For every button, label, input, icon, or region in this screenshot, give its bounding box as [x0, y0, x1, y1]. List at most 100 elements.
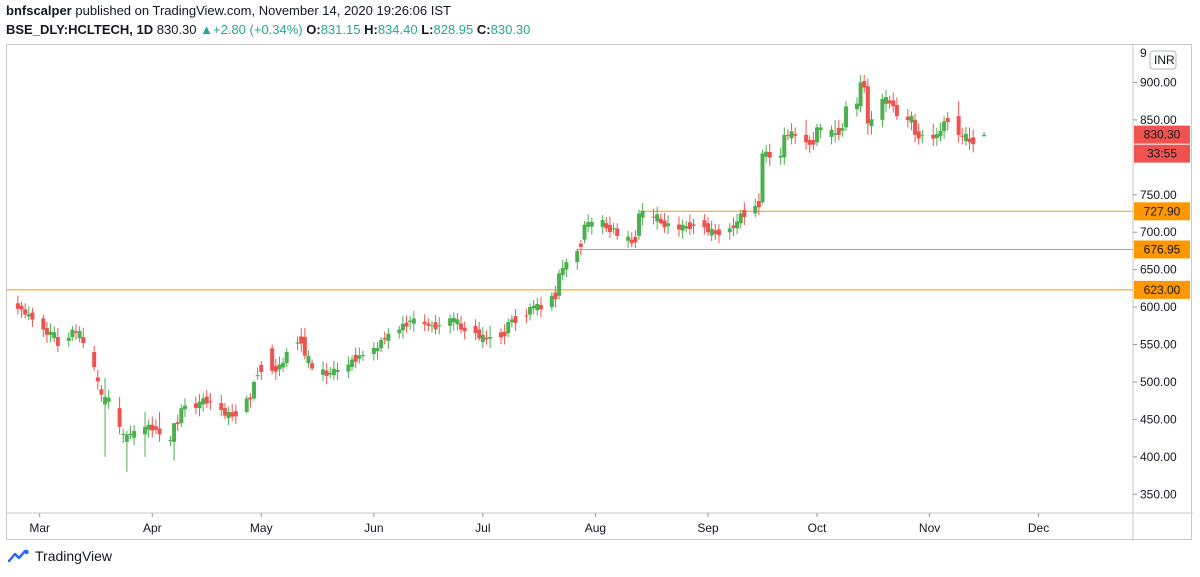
candle-body	[680, 224, 685, 231]
candle-body	[117, 408, 122, 427]
x-tick-label: Aug	[585, 521, 606, 535]
candle-body	[204, 396, 209, 404]
candle-body	[931, 134, 936, 139]
candle-body	[346, 364, 351, 372]
candle-body	[586, 222, 591, 227]
candle-body	[884, 97, 889, 104]
candle-body	[956, 116, 961, 135]
low-value: 828.95	[433, 22, 474, 37]
candle-body	[462, 327, 467, 332]
candle-body	[564, 262, 569, 270]
chart-frame[interactable]: 900.00 850.00 750.00 700.00 650.00 600.00 550.…	[6, 44, 1193, 541]
candle-body	[633, 236, 638, 243]
candle-body	[172, 423, 177, 442]
y-tick-label: 350.00	[1140, 487, 1177, 501]
candle-body	[281, 362, 286, 368]
candle-body	[379, 340, 384, 349]
candle-body	[437, 325, 442, 327]
candle-body	[335, 369, 340, 373]
currency-label: INR	[1154, 53, 1175, 67]
candlestick-chart[interactable]: 900.00 850.00 750.00 700.00 650.00 600.00 550.…	[7, 45, 1193, 541]
candle-body	[353, 354, 358, 362]
candle-body	[52, 332, 57, 339]
candle-body	[553, 292, 558, 300]
candle-body	[459, 323, 464, 330]
candle-body	[814, 127, 819, 143]
candle-body	[604, 223, 609, 229]
candle-body	[233, 411, 238, 417]
x-tick-label: Jul	[475, 521, 490, 535]
candle-body	[840, 128, 845, 131]
candle-body	[785, 134, 790, 136]
candle-body	[473, 325, 478, 334]
candle-body	[887, 100, 892, 104]
candle-body	[582, 224, 587, 240]
candle-body	[201, 398, 206, 405]
candle-body	[767, 151, 772, 158]
candle-body	[433, 322, 438, 330]
candle-body	[219, 403, 224, 411]
candle-body	[702, 220, 707, 228]
candle-body	[360, 355, 365, 357]
candle-body	[706, 223, 711, 233]
candle-body	[727, 228, 732, 233]
candle-body	[662, 220, 667, 228]
open-label: O:	[306, 22, 321, 37]
open-value: 831.15	[320, 22, 361, 37]
symbol-info-bar: BSE_DLY:HCLTECH, 1D 830.30 ▲+2.80 (+0.34…	[6, 22, 530, 37]
candle-body	[687, 222, 692, 230]
candle-body	[121, 434, 126, 436]
candle-body	[502, 331, 507, 337]
candle-body	[818, 127, 823, 131]
currency-badge	[1149, 50, 1177, 70]
y-tick-label: 600.00	[1140, 300, 1177, 314]
candle-body	[153, 426, 158, 430]
candle-body	[600, 220, 605, 227]
low-label: L:	[421, 22, 434, 37]
candle-body	[284, 352, 289, 364]
candle-body	[942, 121, 947, 132]
candle-body	[934, 134, 939, 139]
candle-body	[484, 337, 489, 340]
candle-body	[938, 130, 943, 137]
y-tick-label: 450.00	[1140, 412, 1177, 426]
candle-body	[963, 133, 968, 141]
level-price-tag	[1134, 280, 1190, 299]
candle-body	[658, 218, 663, 224]
candle-body	[99, 389, 104, 395]
candle-body	[804, 134, 809, 143]
candle-body	[945, 118, 950, 123]
candle-body	[273, 365, 278, 372]
candle-body	[302, 337, 307, 356]
high-value: 834.40	[377, 22, 418, 37]
candle-body	[836, 127, 841, 135]
candle-body	[400, 323, 405, 331]
candle-body	[222, 408, 227, 416]
candle-body	[506, 322, 511, 334]
x-tick-label: Apr	[143, 521, 162, 535]
candle-body	[179, 408, 184, 424]
candle-body	[833, 133, 838, 135]
candle-body	[829, 129, 834, 137]
x-tick-label: Oct	[808, 521, 827, 535]
candle-body	[778, 155, 783, 158]
publish-info: bnfscalper published on TradingView.com,…	[6, 3, 451, 18]
candle-body	[735, 221, 740, 229]
close-value: 830.30	[490, 22, 531, 37]
tradingview-logo-icon	[8, 549, 29, 563]
candle-body	[146, 424, 151, 430]
candle-body	[30, 312, 35, 320]
candle-body	[557, 273, 562, 296]
candle-body	[74, 331, 79, 333]
candle-body	[916, 131, 921, 139]
candle-body	[905, 116, 910, 120]
author-name: bnfscalper	[6, 3, 72, 18]
candle-body	[132, 430, 137, 438]
candle-body	[404, 322, 409, 327]
candle-body	[429, 325, 434, 327]
candle-body	[629, 239, 634, 244]
candle-body	[371, 347, 376, 354]
last-price-tag	[1134, 125, 1190, 144]
candle-body	[691, 224, 696, 227]
countdown-tag	[1134, 144, 1190, 163]
